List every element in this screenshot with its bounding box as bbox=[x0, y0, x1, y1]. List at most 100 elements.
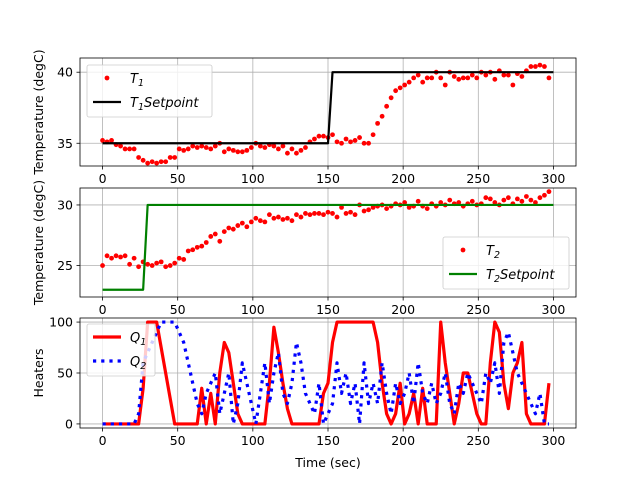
data-point-T2 bbox=[280, 217, 286, 222]
data-point-T2 bbox=[172, 260, 178, 266]
data-point-T1 bbox=[298, 147, 304, 153]
data-point-T2 bbox=[384, 206, 390, 211]
data-point-T1 bbox=[339, 140, 344, 146]
y-axis-label: Heaters bbox=[31, 349, 46, 398]
data-point-T2 bbox=[330, 211, 335, 216]
data-point-T2 bbox=[194, 244, 200, 250]
series-line-Q1 bbox=[102, 320, 551, 426]
data-point-T1 bbox=[158, 159, 164, 165]
x-tick-label: 0 bbox=[99, 302, 107, 317]
data-point-T2 bbox=[248, 219, 254, 225]
data-point-T2 bbox=[113, 253, 119, 259]
data-point-T1 bbox=[194, 145, 200, 150]
data-point-T1 bbox=[239, 149, 245, 155]
data-point-T1 bbox=[438, 75, 444, 81]
x-tick-label: 150 bbox=[316, 302, 340, 317]
legend-box bbox=[442, 236, 570, 290]
data-point-T1 bbox=[172, 155, 178, 160]
data-point-T1 bbox=[343, 136, 349, 142]
data-point-T2 bbox=[190, 247, 196, 253]
data-point-T1 bbox=[208, 146, 214, 152]
data-point-T1 bbox=[528, 64, 534, 69]
data-point-T2 bbox=[226, 225, 232, 231]
data-point-T1 bbox=[276, 146, 281, 152]
data-point-T2 bbox=[546, 189, 552, 195]
data-point-T1 bbox=[294, 150, 299, 156]
data-point-T1 bbox=[406, 79, 412, 85]
series-line-T1Setpoint bbox=[102, 71, 554, 145]
y-tick-label: 100 bbox=[49, 315, 73, 330]
legend-label-Q2: Q2 bbox=[130, 355, 146, 372]
data-point-T2 bbox=[321, 212, 326, 218]
panel-3: 0 50 100 150 200 250 300 0 50 100 Heaters Q1 Q2 bbox=[31, 315, 577, 448]
x-tick-label: 250 bbox=[466, 302, 490, 317]
data-point-T1 bbox=[154, 160, 160, 166]
legend-label-T2Setpoint: T2Setpoint bbox=[486, 268, 555, 285]
data-point-T2 bbox=[104, 253, 110, 259]
data-point-T1 bbox=[465, 75, 471, 81]
data-point-T1 bbox=[542, 64, 547, 69]
data-point-T2 bbox=[149, 263, 155, 268]
data-point-T1 bbox=[546, 75, 552, 81]
data-point-T1 bbox=[100, 138, 105, 143]
data-point-T2 bbox=[537, 195, 543, 201]
data-point-T1 bbox=[145, 160, 151, 166]
data-point-T2 bbox=[519, 198, 525, 204]
data-point-T1 bbox=[375, 120, 380, 126]
data-point-T2 bbox=[235, 223, 241, 228]
legend-label-Q1: Q1 bbox=[130, 331, 146, 348]
data-point-T1 bbox=[140, 157, 146, 163]
data-point-T2 bbox=[533, 200, 538, 205]
data-point-T2 bbox=[303, 211, 308, 216]
y-tick-label: 0 bbox=[65, 416, 73, 431]
data-point-T2 bbox=[122, 253, 128, 259]
legend-label-T1: T1 bbox=[130, 72, 144, 89]
data-point-T2 bbox=[542, 192, 547, 198]
data-point-T2 bbox=[244, 224, 250, 230]
data-point-T1 bbox=[537, 62, 543, 68]
data-point-T1 bbox=[185, 146, 191, 152]
data-point-T1 bbox=[352, 138, 358, 143]
data-point-T2 bbox=[469, 198, 475, 204]
data-point-T1 bbox=[334, 139, 340, 145]
y-tick-label: 50 bbox=[57, 366, 73, 381]
data-point-T2 bbox=[208, 234, 214, 239]
data-point-T2 bbox=[456, 200, 462, 205]
y-tick-label: 25 bbox=[57, 258, 73, 273]
data-point-T1 bbox=[397, 85, 403, 91]
y-tick-label: 30 bbox=[57, 197, 73, 212]
panel-1: 0 50 100 150 200 250 300 35 40 Temperature (degC)… bbox=[31, 49, 577, 186]
data-point-T1 bbox=[510, 82, 516, 88]
data-point-T1 bbox=[442, 82, 448, 88]
legend-label-T2: T2 bbox=[486, 244, 500, 261]
data-point-T2 bbox=[348, 209, 353, 215]
data-point-T1 bbox=[429, 75, 435, 81]
data-point-T2 bbox=[285, 215, 290, 221]
data-point-T2 bbox=[501, 197, 507, 203]
data-point-T2 bbox=[402, 200, 408, 205]
data-point-T1 bbox=[127, 146, 132, 152]
data-point-T1 bbox=[167, 155, 173, 160]
data-point-T1 bbox=[221, 149, 227, 155]
data-point-T2 bbox=[185, 248, 191, 254]
data-point-T1 bbox=[330, 132, 335, 138]
data-point-T1 bbox=[248, 145, 254, 150]
data-point-T1 bbox=[424, 75, 430, 81]
series-line-Q2 bbox=[102, 320, 549, 426]
data-point-T1 bbox=[149, 159, 155, 165]
data-point-T1 bbox=[456, 76, 462, 82]
data-point-T2 bbox=[415, 198, 421, 204]
data-point-T2 bbox=[339, 204, 344, 210]
data-point-T1 bbox=[235, 149, 241, 155]
data-point-T2 bbox=[145, 261, 151, 267]
data-point-T1 bbox=[411, 75, 417, 81]
data-point-T2 bbox=[438, 200, 444, 205]
data-point-T2 bbox=[131, 255, 137, 261]
y-axis-label: Temperature (degC) bbox=[31, 180, 46, 306]
data-point-T1 bbox=[109, 138, 114, 143]
data-point-T1 bbox=[415, 72, 421, 78]
x-tick-label: 0 bbox=[99, 171, 107, 186]
data-point-T2 bbox=[262, 219, 268, 225]
data-point-T1 bbox=[312, 136, 317, 142]
